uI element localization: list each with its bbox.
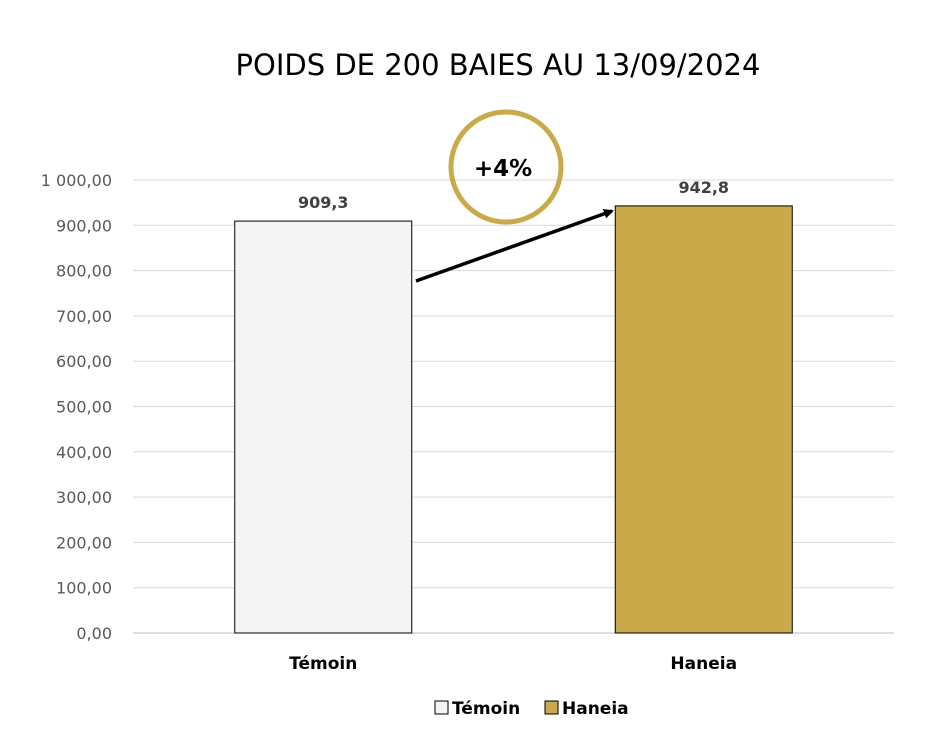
y-tick-label: 500,00 xyxy=(56,398,112,417)
y-tick-label: 700,00 xyxy=(56,307,112,326)
y-tick-label: 400,00 xyxy=(56,443,112,462)
y-tick-label: 800,00 xyxy=(56,262,112,281)
y-tick-label: 1 000,00 xyxy=(41,171,112,190)
growth-arrow xyxy=(415,208,614,283)
chart-title: POIDS DE 200 BAIES AU 13/09/2024 xyxy=(236,48,761,82)
y-tick-label: 200,00 xyxy=(56,533,112,552)
growth-badge-text: +4% xyxy=(474,156,532,182)
growth-badge-circle xyxy=(448,109,564,225)
x-tick-label: Témoin xyxy=(289,654,357,674)
legend-label: Témoin xyxy=(452,699,520,719)
bars: 909,3 942,8 xyxy=(234,178,793,634)
bar-temoin xyxy=(234,220,413,634)
legend: Témoin Haneia xyxy=(434,699,629,719)
y-tick-label: 900,00 xyxy=(56,216,112,235)
legend-swatch xyxy=(434,700,449,715)
data-label: 909,3 xyxy=(298,193,349,212)
legend-label: Haneia xyxy=(562,699,629,719)
y-tick-label: 600,00 xyxy=(56,352,112,371)
x-axis-ticks: Témoin Haneia xyxy=(289,654,737,674)
y-tick-label: 0,00 xyxy=(76,624,112,643)
y-tick-label: 100,00 xyxy=(56,579,112,598)
data-label: 942,8 xyxy=(678,178,729,197)
growth-annotation: +4% xyxy=(415,109,614,283)
y-axis-ticks: 0,00 100,00 200,00 300,00 400,00 500,00 600,00… xyxy=(41,171,112,643)
y-tick-label: 300,00 xyxy=(56,488,112,507)
bar-haneia xyxy=(614,205,793,634)
x-tick-label: Haneia xyxy=(670,654,737,674)
legend-swatch xyxy=(544,700,559,715)
